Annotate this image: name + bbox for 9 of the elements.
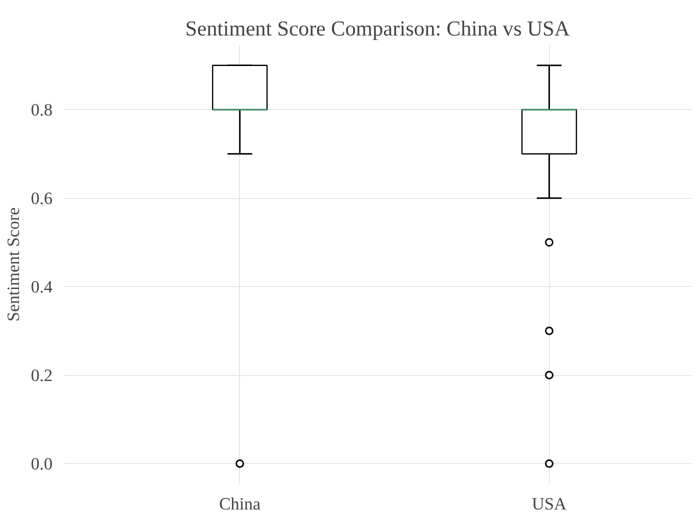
chart-title: Sentiment Score Comparison: China vs USA (185, 16, 570, 40)
y-tick-label: 0.4 (30, 278, 53, 297)
y-tick-label: 0.6 (30, 189, 53, 208)
y-tick-label: 0.8 (30, 100, 53, 120)
x-tick-label: China (219, 494, 261, 514)
y-axis-title: Sentiment Score (4, 207, 23, 322)
y-tick-label: 0.0 (30, 454, 53, 474)
y-tick-label: 0.2 (30, 366, 53, 386)
x-tick-label: USA (532, 494, 568, 514)
